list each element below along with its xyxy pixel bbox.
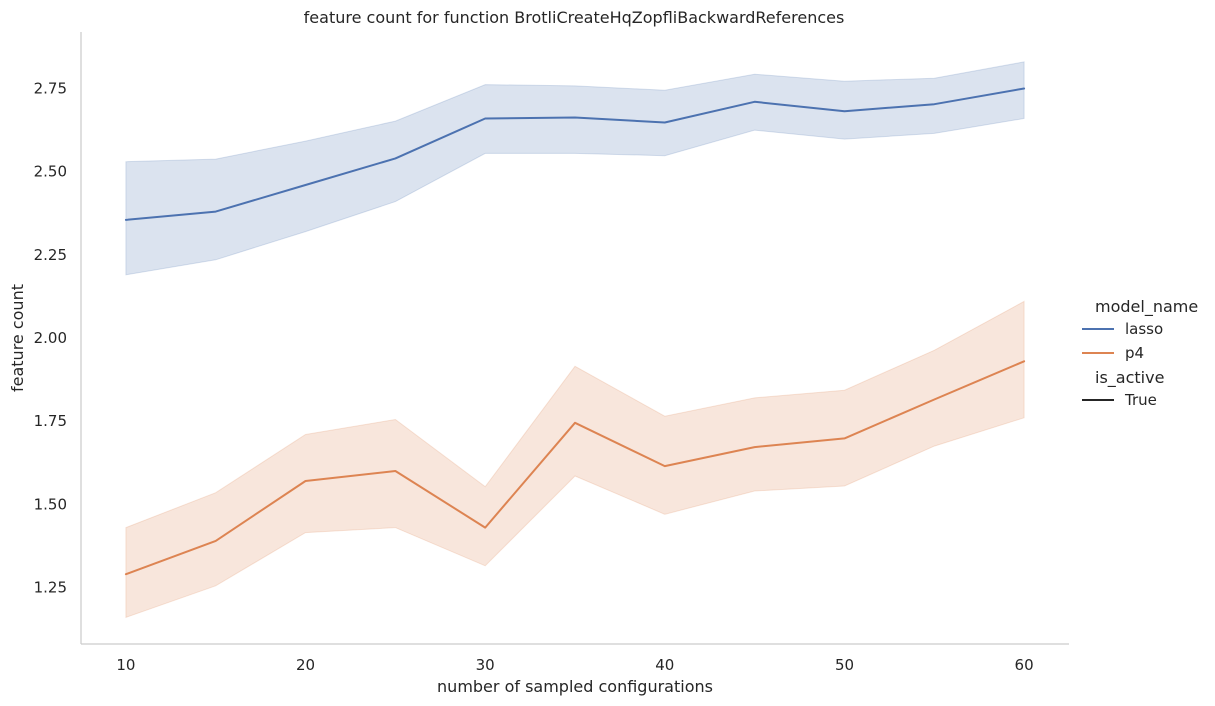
- y-tick-label: 1.50: [34, 495, 67, 513]
- series-lines: [124, 87, 1026, 576]
- x-tick-label: 20: [296, 656, 315, 674]
- legend-style-entries: True: [1082, 391, 1157, 409]
- x-tick-label: 30: [476, 656, 495, 674]
- x-tick-label: 60: [1015, 656, 1034, 674]
- y-tick-label: 2.00: [34, 329, 67, 347]
- y-tick-label: 2.75: [34, 80, 67, 98]
- ci-band-p4: [125, 300, 1025, 619]
- legend-label-p4: p4: [1125, 344, 1144, 362]
- legend-label-lasso: lasso: [1125, 320, 1163, 338]
- y-tick-label: 1.75: [34, 412, 67, 430]
- confidence-bands: [125, 61, 1025, 619]
- legend-hue-title: model_name: [1095, 297, 1198, 317]
- legend-style-title: is_active: [1095, 368, 1164, 388]
- y-tick-label: 1.25: [34, 579, 67, 597]
- legend: model_name lasso p4 is_active True: [1082, 297, 1198, 409]
- y-tick-label: 2.25: [34, 246, 67, 264]
- legend-series-entries: lasso p4: [1082, 320, 1163, 362]
- x-tick-label: 40: [655, 656, 674, 674]
- y-tick-label: 2.50: [34, 163, 67, 181]
- legend-style-label: True: [1124, 391, 1157, 409]
- ci-band-lasso: [125, 61, 1025, 276]
- x-tick-label: 10: [116, 656, 135, 674]
- y-axis-ticks: 1.25 1.50 1.75 2.00 2.25 2.50 2.75: [34, 80, 67, 597]
- y-axis-label: feature count: [8, 284, 27, 392]
- x-axis-label: number of sampled configurations: [437, 677, 713, 696]
- x-axis-ticks: 10 20 30 40 50 60: [116, 656, 1033, 674]
- x-tick-label: 50: [835, 656, 854, 674]
- chart-title: feature count for function BrotliCreateH…: [304, 8, 845, 27]
